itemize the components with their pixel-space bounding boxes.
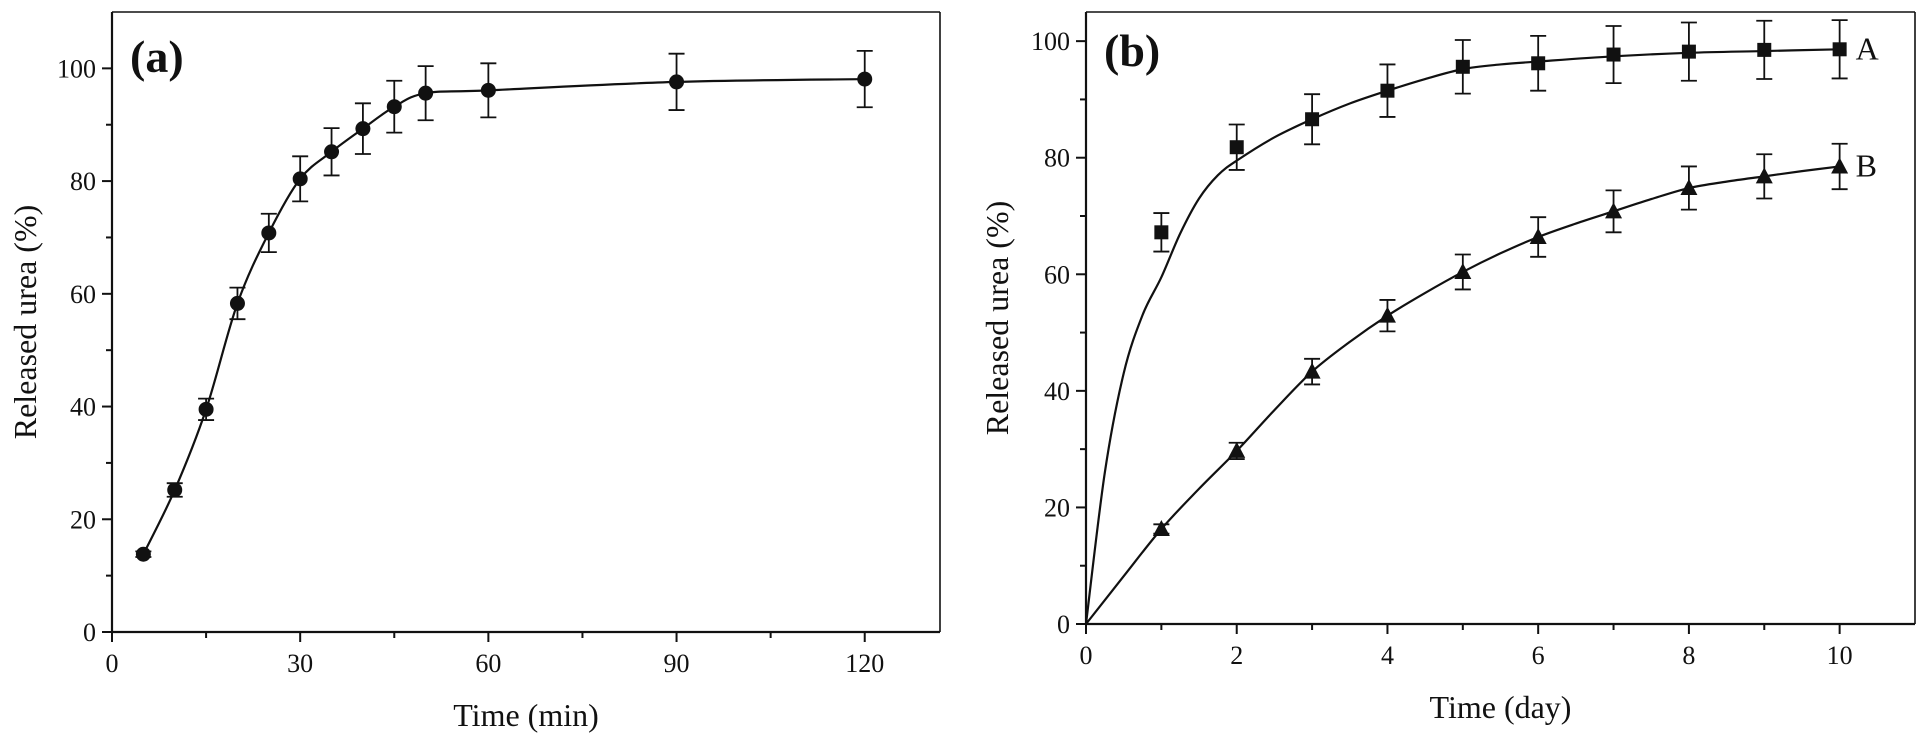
y-tick-label: 0	[83, 618, 96, 647]
data-point	[1378, 306, 1396, 323]
x-tick-label: 2	[1230, 641, 1243, 670]
data-point	[669, 74, 685, 90]
y-tick-label: 60	[1044, 260, 1070, 289]
data-point	[1606, 47, 1621, 62]
series-label: B	[1856, 147, 1877, 183]
x-axis-label: Time (min)	[453, 697, 599, 733]
data-point	[1531, 56, 1546, 71]
x-tick-label: 10	[1827, 641, 1853, 670]
series-B: B	[1085, 142, 1877, 625]
data-point	[324, 144, 340, 160]
data-point	[1681, 44, 1696, 59]
x-tick-label: 8	[1682, 641, 1695, 670]
panel-label: (b)	[1104, 25, 1160, 76]
data-point	[1832, 42, 1847, 57]
series-A: A	[1084, 19, 1879, 625]
series-line	[1085, 165, 1840, 625]
data-point	[857, 71, 873, 87]
y-tick-label: 100	[1031, 27, 1070, 56]
x-tick-label: 90	[664, 649, 690, 678]
series-label: A	[1856, 30, 1879, 66]
data-point	[1154, 225, 1169, 240]
data-point	[1680, 179, 1698, 196]
y-tick-label: 20	[1044, 493, 1070, 522]
series-line	[1084, 48, 1840, 625]
x-tick-label: 0	[1080, 641, 1093, 670]
x-tick-label: 120	[845, 649, 884, 678]
data-point	[386, 99, 402, 115]
data-point	[1380, 83, 1395, 98]
data-point	[1228, 441, 1246, 458]
x-tick-label: 4	[1381, 641, 1394, 670]
y-tick-label: 20	[70, 505, 96, 534]
data-point	[1755, 167, 1773, 184]
y-tick-label: 60	[70, 280, 96, 309]
y-axis-label: Released urea (%)	[979, 201, 1015, 436]
data-point	[418, 85, 434, 101]
x-tick-label: 60	[475, 649, 501, 678]
y-axis-label: Released urea (%)	[7, 205, 43, 440]
panel-label: (a)	[130, 31, 184, 82]
data-point	[1152, 519, 1170, 536]
y-tick-label: 40	[1044, 377, 1070, 406]
y-tick-label: 0	[1057, 610, 1070, 639]
data-point	[1229, 140, 1244, 155]
y-tick-label: 80	[70, 167, 96, 196]
x-axis-label: Time (day)	[1430, 689, 1572, 725]
data-point	[1455, 59, 1470, 74]
data-point	[1831, 157, 1849, 174]
data-point	[355, 121, 371, 137]
data-point	[135, 546, 151, 562]
x-tick-label: 0	[106, 649, 119, 678]
data-point	[1757, 42, 1772, 57]
x-tick-label: 30	[287, 649, 313, 678]
data-point	[480, 82, 496, 98]
data-point	[198, 401, 214, 417]
x-tick-label: 6	[1532, 641, 1545, 670]
data-point	[1305, 112, 1320, 127]
y-tick-label: 80	[1044, 144, 1070, 173]
data-point	[167, 482, 183, 498]
series-line	[142, 77, 865, 555]
y-tick-label: 100	[57, 54, 96, 83]
data-point	[1454, 262, 1472, 279]
chart-panel-a: 0 30 60 90 120 0 20 40 60 80 100 Time (min) Released…	[7, 11, 941, 733]
data-point	[229, 295, 245, 311]
data-point	[261, 225, 277, 241]
data-point	[1605, 202, 1623, 219]
series-1	[135, 49, 873, 562]
data-point	[1303, 362, 1321, 379]
data-point	[1529, 227, 1547, 244]
y-tick-label: 40	[70, 393, 96, 422]
data-point	[292, 171, 308, 187]
